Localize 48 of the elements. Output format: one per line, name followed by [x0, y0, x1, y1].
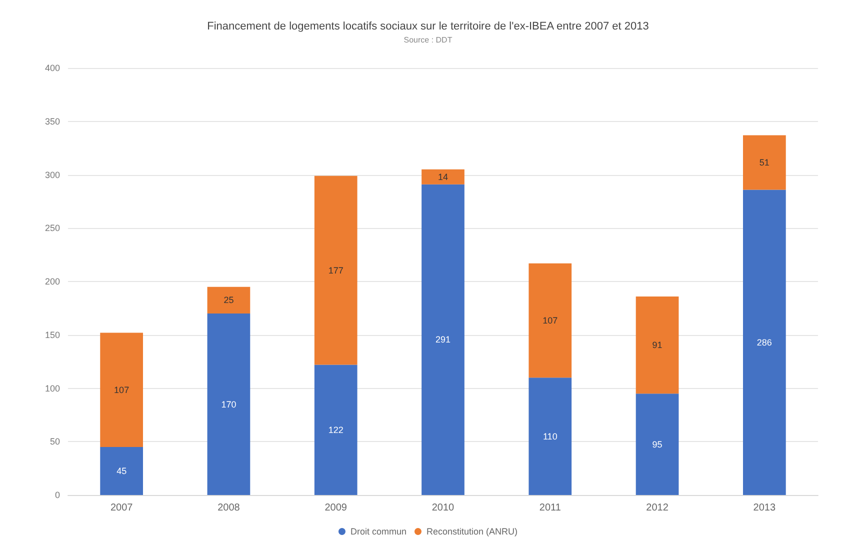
- x-tick-label: 2013: [753, 502, 776, 514]
- y-tick-label: 50: [50, 436, 60, 447]
- bar: [636, 394, 679, 495]
- bar: [743, 135, 786, 190]
- legend-label: Reconstitution (ANRU): [426, 526, 518, 536]
- y-tick-label: 100: [44, 383, 60, 394]
- y-tick-label: 0: [54, 490, 60, 500]
- legend-label: Droit commun: [350, 526, 406, 536]
- y-tick-label: 250: [44, 223, 60, 234]
- x-tick-label: 2010: [432, 502, 455, 514]
- data-label: 51: [759, 157, 770, 168]
- data-label: 110: [542, 431, 558, 442]
- x-tick-label: 2007: [110, 502, 134, 514]
- chart-subtitle: Source : DDT: [404, 36, 452, 44]
- data-label: 107: [542, 315, 558, 326]
- data-label: 107: [114, 384, 130, 395]
- bar: [743, 190, 786, 495]
- data-label: 25: [224, 295, 234, 306]
- data-label: 286: [756, 337, 772, 348]
- data-label: 95: [652, 439, 662, 450]
- bar: [314, 364, 358, 495]
- x-tick-label: 2009: [324, 502, 348, 514]
- bar: [207, 286, 250, 314]
- chart-title: Financement de logements locatifs sociaux sur le territoire de l'ex-IBEA entre 2007 et 2013: [207, 20, 649, 32]
- bar: [207, 314, 250, 495]
- bar: [100, 446, 143, 495]
- data-label: 45: [116, 466, 127, 476]
- y-tick-label: 300: [44, 170, 60, 180]
- y-tick-label: 400: [44, 63, 60, 73]
- data-label: 170: [221, 399, 236, 410]
- y-tick-label: 350: [44, 116, 60, 126]
- x-tick-label: 2012: [646, 502, 669, 514]
- bar: [100, 332, 143, 447]
- data-label: 122: [328, 424, 344, 435]
- bar: [422, 169, 464, 184]
- bar: [528, 263, 572, 378]
- data-label: 91: [652, 340, 662, 350]
- bar: [528, 378, 572, 495]
- data-label: 291: [435, 334, 451, 345]
- data-label: 177: [328, 265, 344, 276]
- data-label: 14: [438, 172, 448, 182]
- y-tick-label: 200: [44, 276, 60, 286]
- y-tick-label: 150: [44, 330, 60, 340]
- bar: [636, 296, 679, 394]
- bar: [422, 184, 464, 495]
- x-tick-label: 2011: [539, 502, 562, 514]
- x-tick-label: 2008: [218, 502, 240, 514]
- bar: [314, 176, 358, 365]
